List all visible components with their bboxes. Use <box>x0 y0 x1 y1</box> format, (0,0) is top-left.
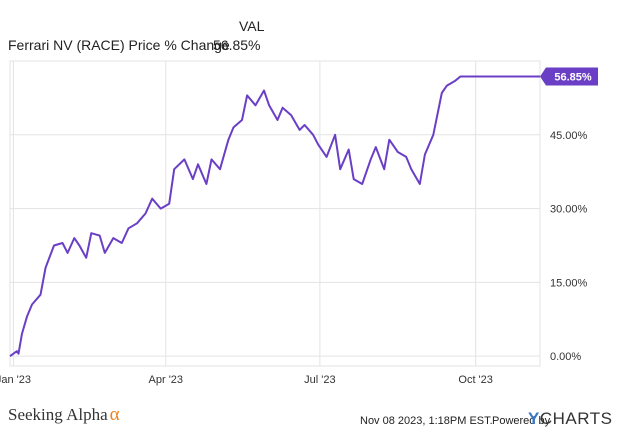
price-change-chart: Jan '23 Apr '23 Jul '23 Oct '23 0.00% 15.00%… <box>0 60 598 386</box>
chart-legend: VAL Ferrari NV (RACE) Price % Change 56.… <box>8 18 264 58</box>
ycharts-logo[interactable]: YCHARTS <box>528 409 612 429</box>
legend-header: VAL <box>239 18 265 34</box>
ycharts-y-icon: Y <box>528 409 540 428</box>
y-tick-label: 0.00% <box>550 351 581 363</box>
plot-frame <box>9 60 541 367</box>
series-line <box>9 75 540 358</box>
y-tick-label: 45.00% <box>550 130 588 142</box>
x-axis-ticks: Jan '23 Apr '23 Jul '23 Oct '23 <box>0 374 493 386</box>
brand-name: Seeking Alpha <box>8 405 108 424</box>
x-tick-label: Oct '23 <box>458 374 493 386</box>
seeking-alpha-logo[interactable]: Seeking Alpha α <box>8 404 120 426</box>
x-tick-label: Jul '23 <box>304 374 335 386</box>
end-value-text: 56.85% <box>554 71 592 83</box>
ycharts-text: CHARTS <box>539 409 613 428</box>
end-value-label-group: 56.85% <box>540 67 598 86</box>
alpha-icon: α <box>109 404 120 425</box>
series-layer <box>9 75 540 358</box>
powered-by-label: Powered by <box>492 415 551 427</box>
end-value-label <box>540 67 598 86</box>
y-tick-label: 30.00% <box>550 204 588 216</box>
legend-series-value: 56.85% <box>213 37 261 53</box>
chart-grid <box>9 60 541 367</box>
x-tick-label: Apr '23 <box>149 374 184 386</box>
timestamp: Nov 08 2023, 1:18PM EST. <box>360 415 493 427</box>
legend-series-name: Ferrari NV (RACE) Price % Change <box>8 37 230 53</box>
x-tick-label: Jan '23 <box>0 374 31 386</box>
y-axis-ticks: 0.00% 15.00% 30.00% 45.00% <box>550 130 588 363</box>
y-tick-label: 15.00% <box>550 277 588 289</box>
